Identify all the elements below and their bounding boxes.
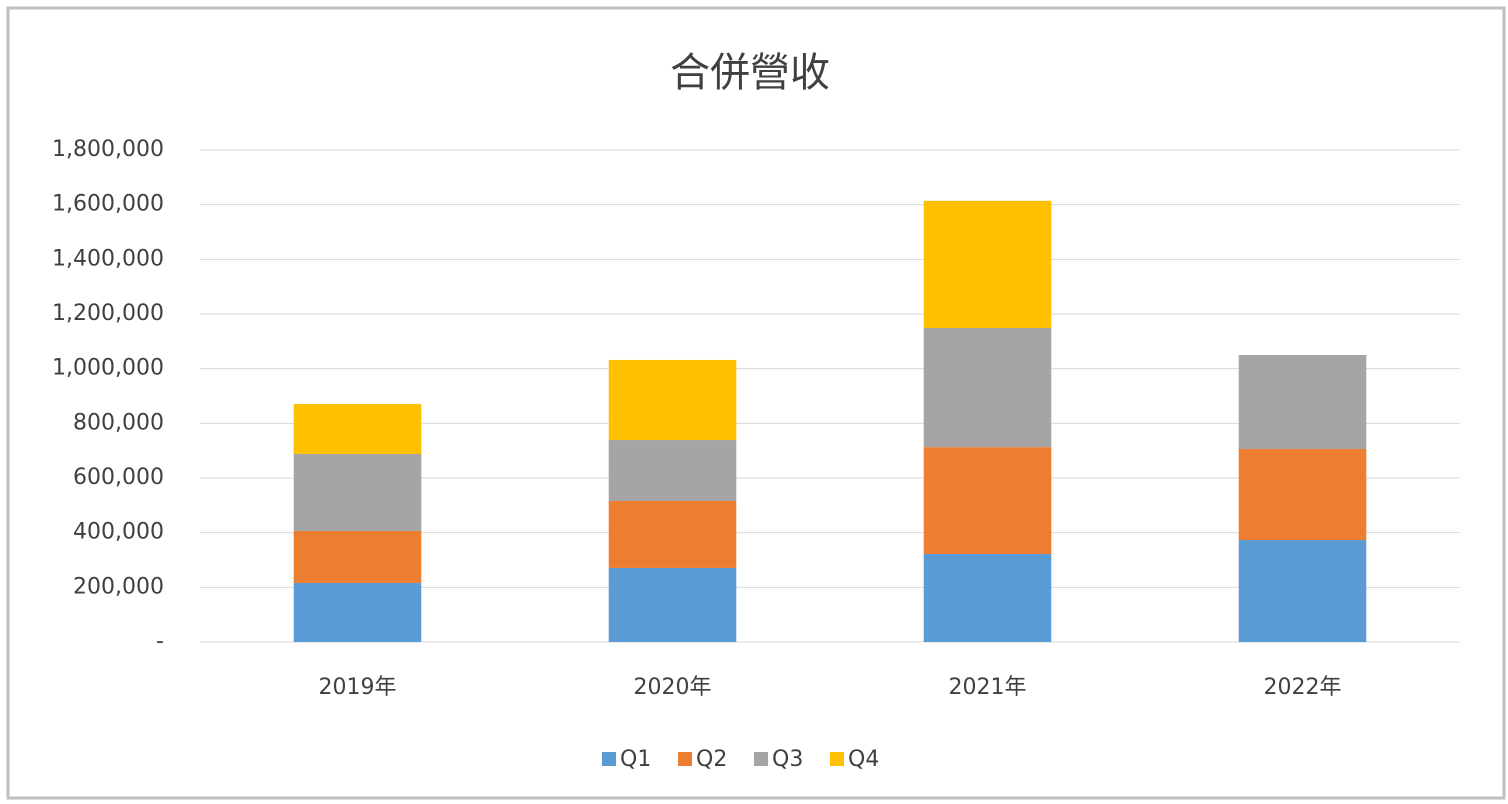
y-tick-label: -	[156, 629, 164, 654]
x-tick-label: 2021年	[949, 675, 1027, 700]
legend-label: Q4	[848, 747, 879, 772]
bar-segment	[1238, 449, 1367, 541]
bar-segment	[923, 327, 1052, 448]
x-tick-label: 2019年	[319, 675, 397, 700]
bar-segment	[1238, 540, 1367, 642]
legend-swatch	[830, 752, 844, 766]
legend-label: Q1	[620, 747, 651, 772]
legend-swatch	[602, 752, 616, 766]
bar-segment	[293, 582, 422, 642]
y-tick-label: 1,600,000	[52, 192, 164, 217]
x-tick-label: 2020年	[634, 675, 712, 700]
bar-segment	[293, 403, 422, 454]
y-tick-label: 1,800,000	[52, 137, 164, 162]
y-tick-label: 1,200,000	[52, 301, 164, 326]
y-tick-label: 200,000	[73, 574, 164, 599]
bar-segment	[608, 567, 737, 642]
y-tick-label: 800,000	[73, 410, 164, 435]
bar-segment	[608, 440, 737, 501]
y-tick-label: 400,000	[73, 520, 164, 545]
y-tick-label: 600,000	[73, 465, 164, 490]
bar-segment	[1238, 355, 1367, 450]
bar-segment	[923, 553, 1052, 642]
legend-label: Q3	[772, 747, 803, 772]
x-tick-label: 2022年	[1264, 675, 1342, 700]
legend-label: Q2	[696, 747, 727, 772]
legend-swatch	[678, 752, 692, 766]
legend-swatch	[754, 752, 768, 766]
chart-title: 合併營收	[670, 50, 830, 96]
bar-segment	[293, 453, 422, 532]
bar-segment	[608, 500, 737, 568]
y-tick-label: 1,400,000	[52, 246, 164, 271]
bar-segment	[608, 359, 737, 441]
y-tick-label: 1,000,000	[52, 356, 164, 381]
bar-segment	[293, 531, 422, 583]
bar-segment	[923, 447, 1052, 554]
bar-segment	[923, 200, 1052, 328]
